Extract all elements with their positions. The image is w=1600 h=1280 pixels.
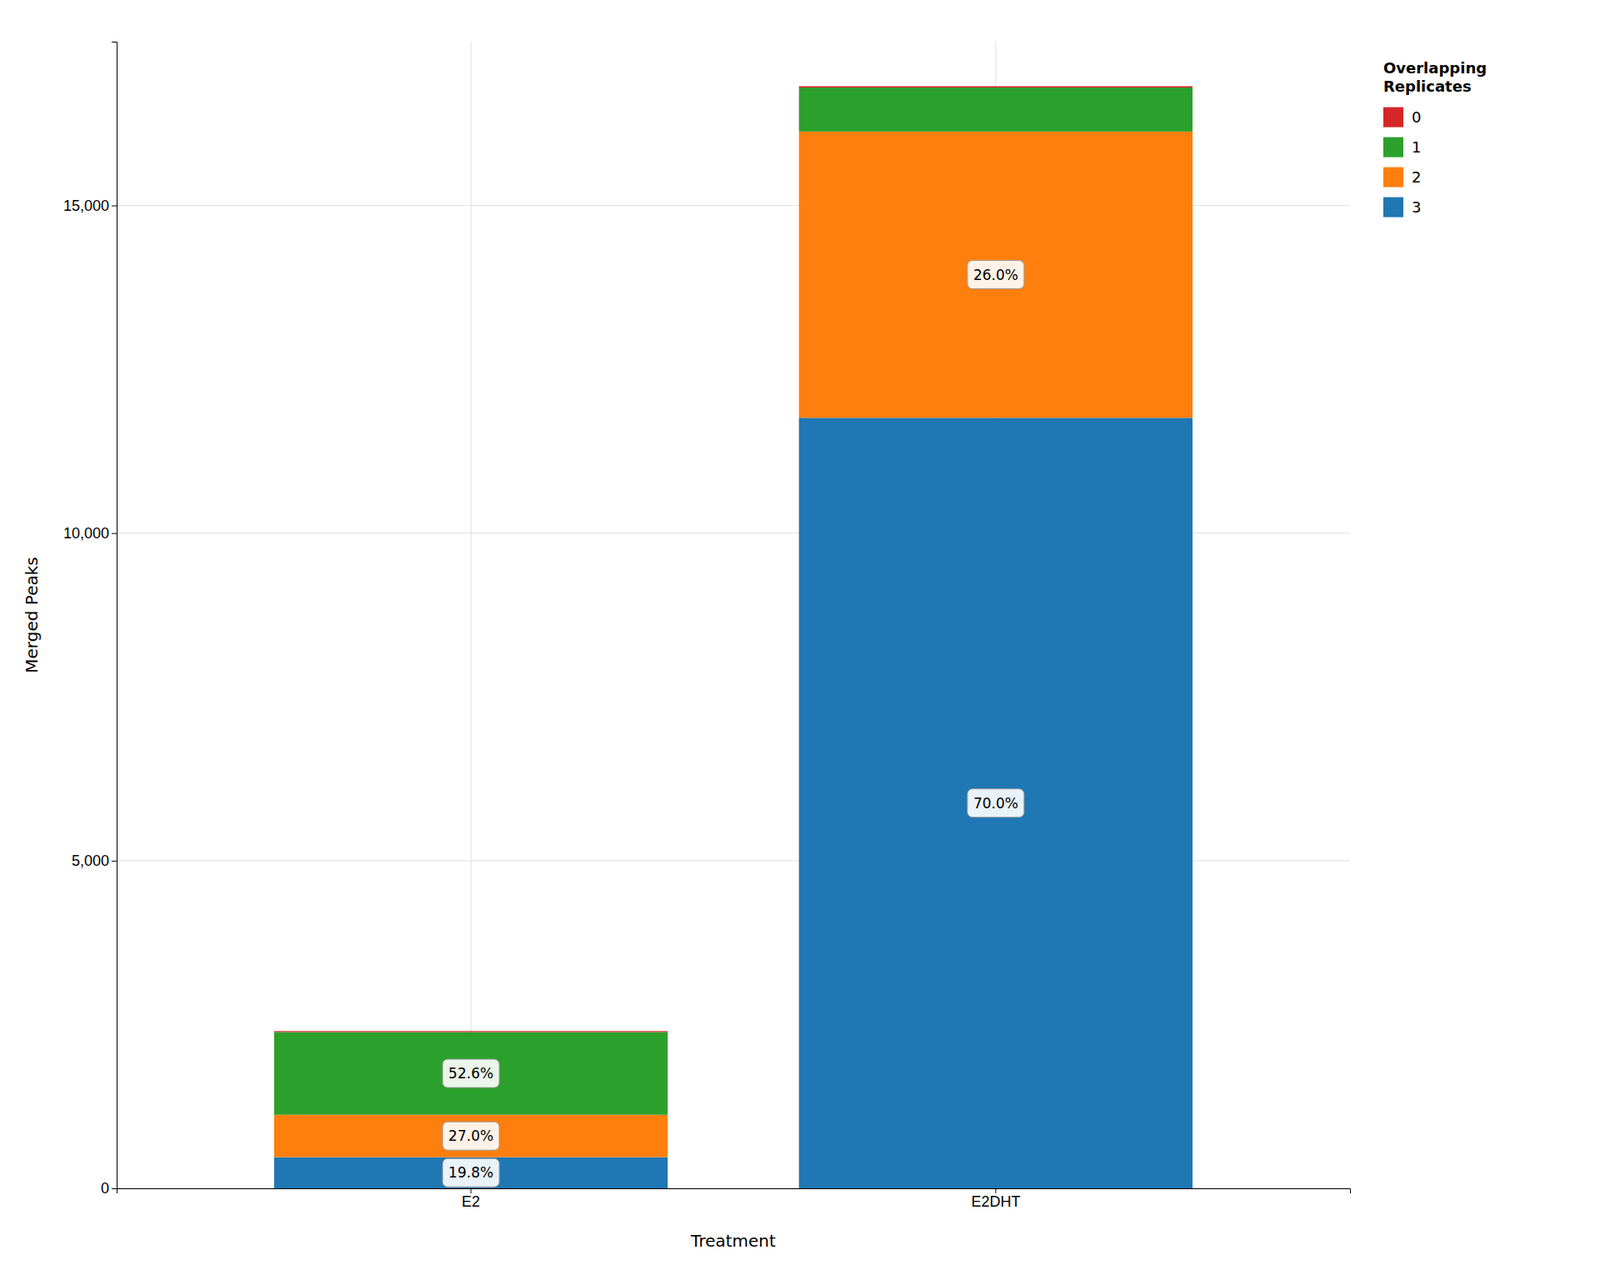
y-tick-mark (111, 1188, 117, 1190)
legend-swatch (1383, 137, 1404, 158)
bar-series (274, 85, 1193, 1032)
y-tick-mark (111, 205, 117, 207)
bar-segment (274, 1030, 668, 1032)
x-tick: E2 (461, 1188, 480, 1210)
annotation: 19.8% (442, 1158, 500, 1187)
bar-segment (274, 1115, 668, 1158)
annotation: 70.0% (967, 789, 1025, 818)
legend-swatch (1383, 167, 1404, 188)
x-tick: E2DHT (970, 1188, 1020, 1210)
legend-item: 2 (1383, 167, 1421, 188)
annotation-text: 19.8% (448, 1164, 494, 1181)
annotation: 52.6% (442, 1059, 500, 1088)
bar-series (274, 87, 1193, 1115)
bar-series (274, 417, 1193, 1189)
annotation-box (442, 1121, 500, 1150)
y-tick: 5,000 (71, 852, 117, 870)
y-axis: 0 5,000 10,000 15,000 (63, 42, 118, 1198)
legend-title: OverlappingReplicates (1383, 59, 1487, 95)
legend-swatch (1383, 197, 1404, 218)
annotation-text: 70.0% (973, 795, 1019, 812)
bar-segment (274, 1157, 668, 1189)
legend-label: 2 (1411, 168, 1421, 186)
y-axis-title: Merged Peaks (21, 556, 42, 673)
grid (116, 41, 1350, 1189)
legend-item: 3 (1383, 197, 1421, 218)
legend-label: 0 (1411, 108, 1421, 126)
annotation-text: 27.0% (448, 1127, 494, 1145)
bar-segment (799, 85, 1193, 88)
annotation-text: 52.6% (448, 1065, 494, 1082)
y-tick-label: 5,000 (71, 852, 110, 870)
bar-segment (799, 87, 1193, 132)
x-tick-label: E2DHT (970, 1193, 1020, 1210)
x-tick-label: E2 (461, 1193, 480, 1210)
y-tick: 0 (100, 1180, 117, 1197)
grid-line-x (470, 41, 472, 1189)
y-tick-mark (111, 533, 117, 535)
chart: 0 5,000 10,000 15,000 E2 E2DHT 19.8% 27.0% 52.6%… (0, 0, 1600, 1280)
legend-item: 0 (1383, 107, 1421, 128)
legend: OverlappingReplicates 0 1 2 3 (1383, 59, 1487, 218)
annotation-box (967, 789, 1025, 818)
y-tick-label: 0 (100, 1180, 110, 1197)
annotation-box (442, 1059, 500, 1088)
annotations: 19.8% 27.0% 52.6% 70.0% 26.0% (442, 260, 1025, 1188)
y-tick: 10,000 (63, 525, 117, 542)
x-axis-title: Treatment (690, 1230, 776, 1251)
y-axis-line (111, 42, 118, 1190)
annotation-box (967, 260, 1025, 290)
y-tick-label: 15,000 (63, 197, 110, 215)
y-tick-label: 10,000 (63, 525, 110, 542)
bar-series (274, 131, 1193, 1158)
legend-swatch (1383, 107, 1404, 128)
legend-label: 3 (1411, 198, 1421, 216)
x-axis-line (117, 1189, 1351, 1195)
x-axis: E2 E2DHT (117, 1188, 1351, 1210)
bars (274, 85, 1193, 1189)
bar-segment (799, 131, 1193, 418)
y-tick-mark (111, 860, 117, 862)
annotation: 26.0% (967, 260, 1025, 290)
annotation: 27.0% (442, 1121, 500, 1150)
legend-label: 1 (1411, 138, 1421, 156)
y-tick: 15,000 (63, 197, 117, 215)
annotation-text: 26.0% (973, 266, 1019, 284)
plot: 0 5,000 10,000 15,000 E2 E2DHT 19.8% 27.0% 52.6%… (63, 41, 1351, 1210)
bar-segment (274, 1031, 668, 1115)
bar-segment (799, 417, 1193, 1189)
annotation-box (442, 1158, 500, 1187)
legend-item: 1 (1383, 137, 1421, 158)
